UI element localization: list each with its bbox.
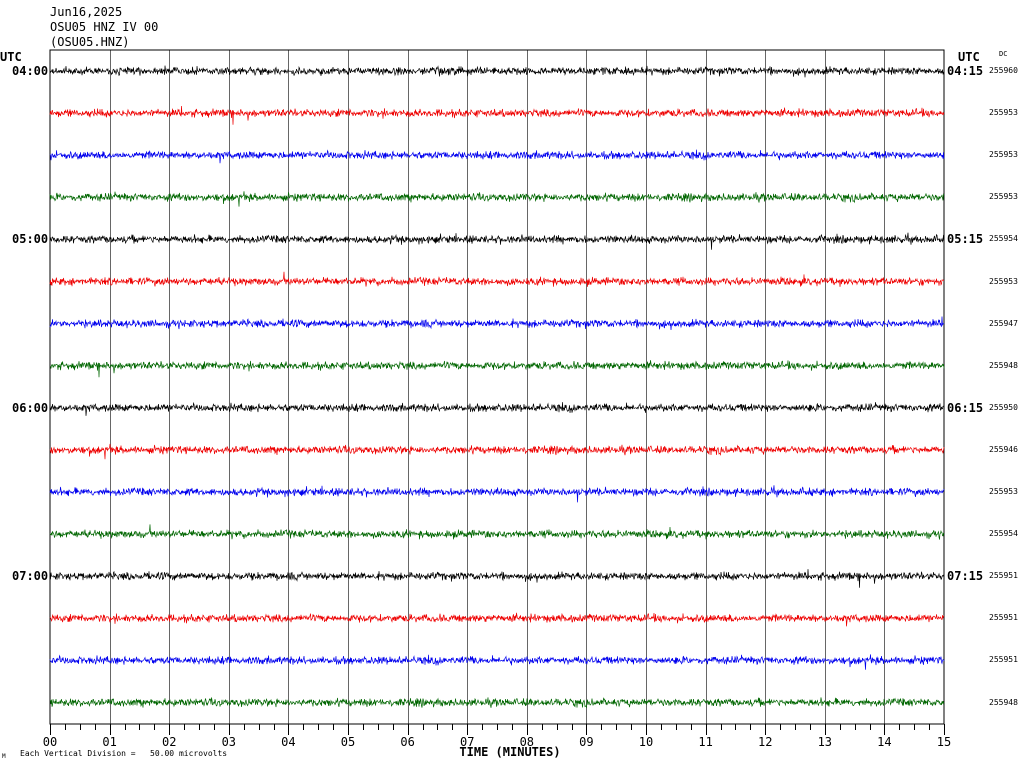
dc-offset-label: 255953 bbox=[989, 487, 1018, 496]
trace-7 bbox=[49, 360, 945, 378]
trace-10 bbox=[49, 485, 945, 503]
header-code: (OSU05.HNZ) bbox=[50, 35, 130, 49]
dc-offset-label: 255951 bbox=[989, 655, 1018, 665]
x-tick-label: 12 bbox=[758, 735, 772, 749]
x-tick-label: 09 bbox=[579, 735, 593, 749]
right-time-label: 04:15 bbox=[947, 64, 984, 78]
x-tick-label: 02 bbox=[162, 735, 176, 749]
dc-offset-label: 255950 bbox=[989, 402, 1018, 412]
dc-offset-label: 255953 bbox=[989, 150, 1018, 160]
dc-offset-label: 255951 bbox=[989, 571, 1018, 581]
x-tick-label: 13 bbox=[818, 735, 832, 749]
dc-offset-label: 255948 bbox=[989, 697, 1018, 707]
right-time-label: 07:15 bbox=[947, 569, 984, 584]
x-tick-label: 01 bbox=[102, 735, 116, 749]
plot-frame bbox=[49, 49, 945, 725]
header-station: OSU05 HNZ IV 00 bbox=[50, 20, 159, 34]
dc-offset-label: 255948 bbox=[989, 360, 1018, 370]
dc-offset-label: 255947 bbox=[989, 318, 1018, 328]
dc-offset-label: 255954 bbox=[989, 234, 1018, 244]
x-tick-label: 00 bbox=[43, 735, 57, 749]
x-axis-label: TIME (MINUTES) bbox=[459, 745, 560, 759]
trace-5 bbox=[49, 271, 945, 287]
dc-offset-label: 255953 bbox=[989, 192, 1018, 202]
x-tick-label: 14 bbox=[877, 735, 891, 749]
dc-offset-label: 255953 bbox=[989, 108, 1018, 118]
dc-offset-label: 255960 bbox=[989, 66, 1018, 75]
x-tick-label: 05 bbox=[341, 735, 355, 749]
seismic-traces bbox=[49, 65, 945, 709]
footer-scale-text: Each Vertical Division = 50.00 microvolt… bbox=[20, 749, 228, 758]
trace-1 bbox=[49, 105, 945, 125]
header-date: Jun16,2025 bbox=[50, 5, 123, 19]
trace-2 bbox=[49, 149, 945, 164]
x-tick-label: 11 bbox=[698, 735, 712, 749]
trace-12 bbox=[49, 569, 945, 588]
right-utc-label: UTC bbox=[958, 50, 980, 64]
x-tick-label: 04 bbox=[281, 735, 295, 749]
x-tick-label: 07 bbox=[460, 735, 474, 749]
left-time-label: 07:00 bbox=[12, 569, 49, 584]
right-time-label: 05:15 bbox=[947, 232, 984, 247]
right-time-label: 06:15 bbox=[947, 400, 984, 415]
minute-gridlines bbox=[49, 49, 945, 725]
x-tick-label: 06 bbox=[400, 735, 414, 749]
x-tick-label: 10 bbox=[639, 735, 653, 749]
trace-4 bbox=[49, 232, 945, 250]
trace-6 bbox=[49, 316, 945, 331]
trace-14 bbox=[49, 654, 945, 670]
dc-offset-label: 255946 bbox=[989, 444, 1018, 454]
trace-9 bbox=[49, 443, 945, 460]
left-utc-label: UTC bbox=[0, 50, 22, 64]
dc-offset-label: 255954 bbox=[989, 529, 1018, 539]
trace-3 bbox=[49, 191, 945, 207]
dc-offset-label: 255951 bbox=[989, 613, 1018, 623]
dc-offset-label: 255953 bbox=[989, 276, 1018, 286]
x-tick-label: 03 bbox=[222, 735, 236, 749]
left-time-label: 05:00 bbox=[12, 232, 49, 247]
trace-15 bbox=[49, 697, 945, 709]
trace-11 bbox=[49, 524, 945, 540]
x-tick-label: 15 bbox=[937, 735, 951, 749]
trace-8 bbox=[49, 401, 944, 416]
dc-label: DC bbox=[999, 50, 1008, 58]
left-time-label: 04:00 bbox=[12, 64, 49, 78]
time-axis: 00 01 02 03 04 05 06 07 08 09 10 11 12 13 14 15 TIME (MI… bbox=[43, 724, 951, 759]
footer-mark: M bbox=[2, 753, 6, 760]
x-tick-label: 08 bbox=[520, 735, 534, 749]
trace-0 bbox=[49, 65, 945, 78]
left-time-label: 06:00 bbox=[12, 400, 49, 415]
trace-13 bbox=[49, 612, 945, 627]
